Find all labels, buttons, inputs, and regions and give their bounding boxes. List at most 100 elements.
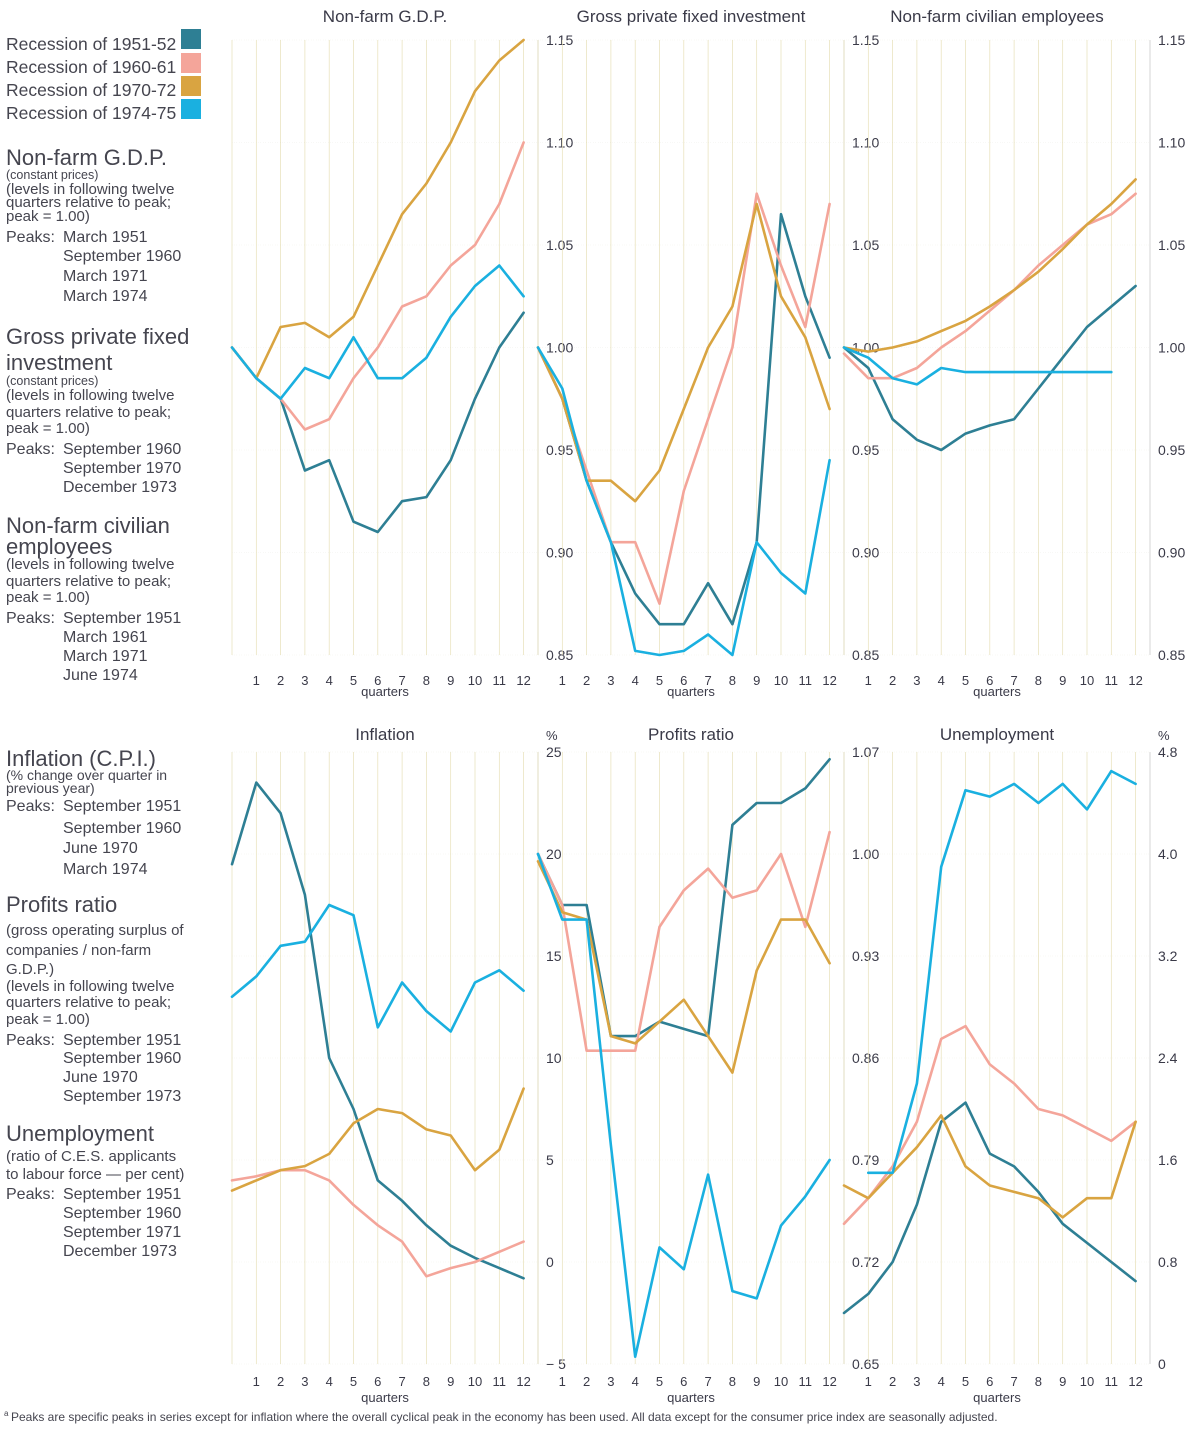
svg-text:8: 8 xyxy=(729,673,736,688)
svg-text:September 1960: September 1960 xyxy=(63,441,181,458)
svg-text:1: 1 xyxy=(865,1374,872,1389)
svg-text:Peaks are specific peaks in se: Peaks are specific peaks in series excep… xyxy=(11,1410,998,1424)
svg-text:7: 7 xyxy=(704,1374,711,1389)
svg-text:companies / non-farm: companies / non-farm xyxy=(6,942,151,959)
svg-text:12: 12 xyxy=(1128,1374,1142,1389)
svg-text:2: 2 xyxy=(889,673,896,688)
svg-text:September 1960: September 1960 xyxy=(63,820,181,837)
svg-text:6: 6 xyxy=(680,1374,687,1389)
svg-text:March 1971: March 1971 xyxy=(63,268,148,285)
svg-text:3: 3 xyxy=(301,1374,308,1389)
svg-text:Gross private fixed: Gross private fixed xyxy=(6,324,189,349)
svg-text:quarters: quarters xyxy=(361,1390,409,1405)
svg-text:2.4: 2.4 xyxy=(1158,1050,1178,1066)
svg-text:peak = 1.00): peak = 1.00) xyxy=(6,208,90,225)
svg-text:12: 12 xyxy=(516,1374,530,1389)
svg-text:10: 10 xyxy=(1080,1374,1094,1389)
svg-text:quarters: quarters xyxy=(667,1390,715,1405)
svg-text:8: 8 xyxy=(1035,673,1042,688)
svg-text:Recession of 1974-75: Recession of 1974-75 xyxy=(6,103,176,123)
svg-text:6: 6 xyxy=(374,1374,381,1389)
svg-text:3: 3 xyxy=(913,1374,920,1389)
svg-text:6: 6 xyxy=(986,1374,993,1389)
svg-text:4.8: 4.8 xyxy=(1158,744,1178,760)
svg-text:4: 4 xyxy=(632,673,639,688)
svg-text:0.85: 0.85 xyxy=(1158,647,1185,663)
svg-text:9: 9 xyxy=(753,673,760,688)
svg-text:1.10: 1.10 xyxy=(1158,135,1185,151)
svg-text:a: a xyxy=(4,1409,9,1418)
svg-text:4: 4 xyxy=(938,1374,945,1389)
svg-text:12: 12 xyxy=(822,1374,836,1389)
svg-text:10: 10 xyxy=(468,1374,482,1389)
svg-text:peak = 1.00): peak = 1.00) xyxy=(6,589,90,606)
svg-text:(levels in following twelve: (levels in following twelve xyxy=(6,387,174,404)
svg-text:September 1960: September 1960 xyxy=(63,248,181,265)
svg-text:11: 11 xyxy=(1105,673,1119,688)
svg-text:peak = 1.00): peak = 1.00) xyxy=(6,420,90,437)
svg-text:7: 7 xyxy=(1010,1374,1017,1389)
svg-text:1: 1 xyxy=(559,1374,566,1389)
svg-text:June 1974: June 1974 xyxy=(63,667,138,684)
svg-text:Non-farm G.D.P.: Non-farm G.D.P. xyxy=(6,145,167,170)
svg-text:4: 4 xyxy=(632,1374,639,1389)
svg-text:9: 9 xyxy=(1059,1374,1066,1389)
svg-text:5: 5 xyxy=(962,673,969,688)
svg-text:Gross private fixed investment: Gross private fixed investment xyxy=(577,7,806,26)
svg-text:1: 1 xyxy=(253,1374,260,1389)
svg-text:0.8: 0.8 xyxy=(1158,1254,1178,1270)
svg-text:8: 8 xyxy=(423,673,430,688)
svg-text:investment: investment xyxy=(6,350,112,375)
svg-text:11: 11 xyxy=(493,1374,507,1389)
svg-text:September 1973: September 1973 xyxy=(63,1088,181,1105)
svg-text:4: 4 xyxy=(938,673,945,688)
svg-text:Peaks:: Peaks: xyxy=(6,610,55,627)
svg-text:2: 2 xyxy=(889,1374,896,1389)
svg-text:1.00: 1.00 xyxy=(1158,340,1185,356)
svg-text:Peaks:: Peaks: xyxy=(6,441,55,458)
svg-text:11: 11 xyxy=(493,673,507,688)
svg-text:March 1974: March 1974 xyxy=(63,861,148,878)
svg-text:5: 5 xyxy=(350,1374,357,1389)
svg-text:10: 10 xyxy=(774,673,788,688)
svg-text:quarters: quarters xyxy=(361,684,409,699)
svg-text:quarters relative to peak;: quarters relative to peak; xyxy=(6,573,171,590)
svg-text:quarters: quarters xyxy=(973,684,1021,699)
svg-text:− 5: − 5 xyxy=(546,1356,566,1372)
svg-text:9: 9 xyxy=(1059,673,1066,688)
svg-text:(gross operating surplus of: (gross operating surplus of xyxy=(6,922,184,939)
svg-text:quarters relative to peak;: quarters relative to peak; xyxy=(6,404,171,421)
svg-text:Non-farm civilian employees: Non-farm civilian employees xyxy=(890,7,1104,26)
svg-text:December 1973: December 1973 xyxy=(63,479,177,496)
svg-text:Peaks:: Peaks: xyxy=(6,798,55,815)
svg-text:1: 1 xyxy=(559,673,566,688)
svg-text:25: 25 xyxy=(546,744,562,760)
svg-text:1: 1 xyxy=(865,673,872,688)
svg-text:Recession of 1960-61: Recession of 1960-61 xyxy=(6,57,176,77)
svg-text:3: 3 xyxy=(913,673,920,688)
svg-text:4.0: 4.0 xyxy=(1158,846,1178,862)
svg-text:20: 20 xyxy=(546,846,562,862)
svg-text:Profits ratio: Profits ratio xyxy=(6,892,117,917)
svg-text:10: 10 xyxy=(468,673,482,688)
svg-text:7: 7 xyxy=(398,1374,405,1389)
svg-text:December 1973: December 1973 xyxy=(63,1243,177,1260)
svg-text:September 1951: September 1951 xyxy=(63,1032,181,1049)
svg-text:(levels in following twelve: (levels in following twelve xyxy=(6,978,174,995)
svg-text:September 1971: September 1971 xyxy=(63,1224,181,1241)
svg-text:2: 2 xyxy=(583,1374,590,1389)
svg-text:(levels in following twelve: (levels in following twelve xyxy=(6,556,174,573)
svg-text:2: 2 xyxy=(277,673,284,688)
svg-text:September 1951: September 1951 xyxy=(63,610,181,627)
svg-text:Recession of 1951-52: Recession of 1951-52 xyxy=(6,34,176,54)
svg-text:5: 5 xyxy=(350,673,357,688)
svg-text:12: 12 xyxy=(822,673,836,688)
svg-text:Non-farm G.D.P.: Non-farm G.D.P. xyxy=(323,7,447,26)
svg-text:9: 9 xyxy=(447,673,454,688)
svg-text:quarters: quarters xyxy=(667,684,715,699)
svg-text:March 1951: March 1951 xyxy=(63,229,148,246)
svg-text:8: 8 xyxy=(1035,1374,1042,1389)
svg-text:2: 2 xyxy=(583,673,590,688)
svg-text:8: 8 xyxy=(423,1374,430,1389)
svg-text:(constant prices): (constant prices) xyxy=(6,374,98,388)
